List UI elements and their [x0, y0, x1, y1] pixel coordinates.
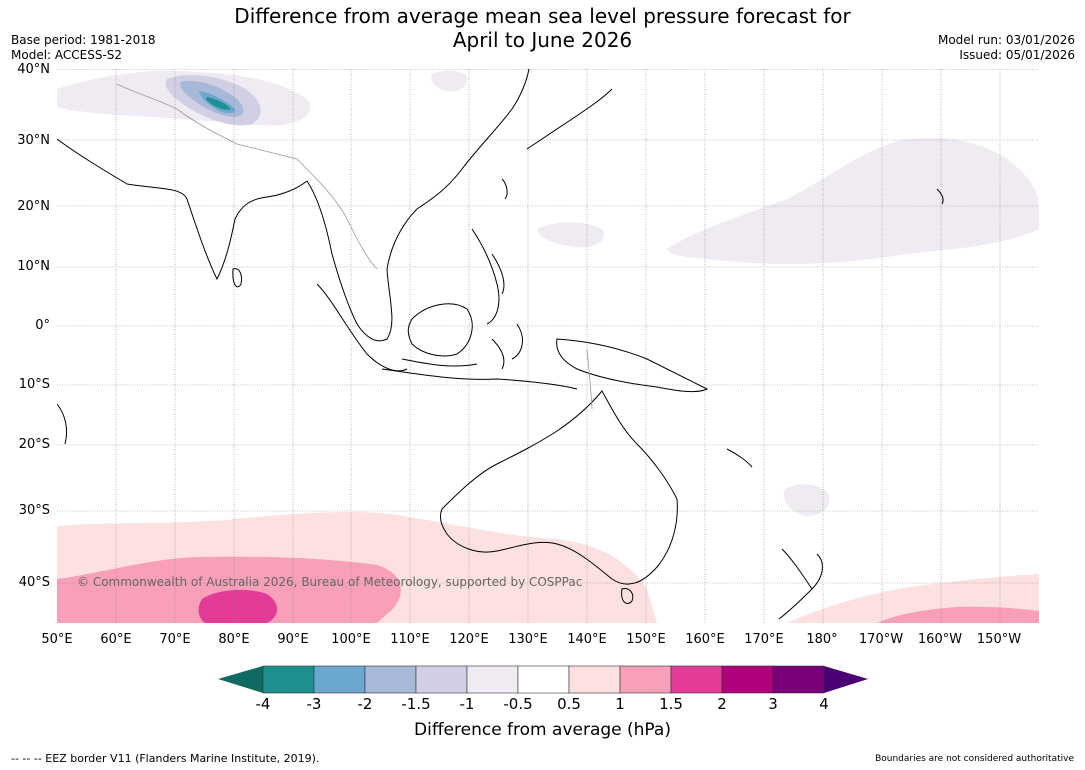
copyright-notice: © Commonwealth of Australia 2026, Bureau…: [77, 575, 583, 589]
coast-india: [57, 138, 308, 281]
colorbar-title: Difference from average (hPa): [414, 720, 671, 740]
pressure-anomaly-map: [57, 69, 1039, 623]
lat-label-40s: 40°S: [18, 575, 50, 590]
lon-label-80e: 80°E: [218, 632, 250, 647]
lat-label-40n: 40°N: [17, 62, 50, 77]
coast-malaysia-sumatra: [316, 283, 408, 372]
anomaly-fields: [57, 70, 1039, 623]
lon-label-90e: 90°E: [277, 632, 309, 647]
lon-label-150e: 150°E: [626, 632, 666, 647]
eez-note: -- -- -- EEZ border V11 (Flanders Marine…: [11, 752, 320, 765]
cb-tick-4: -1: [459, 695, 475, 713]
cb-tick-8: 1.5: [659, 695, 683, 713]
anomaly-west-pacific-lavender: [537, 222, 605, 248]
anomaly-tibet-dark-teal: [206, 97, 231, 110]
lat-label-30s: 30°S: [18, 503, 50, 518]
lon-label-150w: 150°W: [976, 632, 1022, 647]
lon-label-180: 180°: [806, 632, 838, 647]
coastlines: [57, 69, 944, 620]
lon-label-170e: 170°E: [744, 632, 784, 647]
issued-date: Issued: 05/01/2026: [959, 48, 1075, 62]
lat-label-0: 0°: [35, 318, 50, 333]
model-name: Model: ACCESS-S2: [11, 48, 123, 62]
colorbar-bin: [721, 665, 774, 694]
coast-borneo: [407, 303, 473, 357]
coast-australia: [439, 390, 678, 585]
lon-label-130e: 130°E: [508, 632, 548, 647]
lon-label-160w: 160°W: [917, 632, 963, 647]
coast-philippines: [471, 228, 505, 325]
lon-label-170w: 170°W: [858, 632, 904, 647]
map-svg: [57, 69, 1039, 623]
colorbar-bin: [772, 665, 825, 694]
base-period: Base period: 1981-2018: [11, 33, 156, 47]
colorbar-bin: [670, 665, 723, 694]
coast-sri-lanka: [232, 268, 242, 288]
chart-title: Difference from average mean sea level p…: [0, 4, 1085, 52]
colorbar-bin: [262, 665, 315, 694]
anomaly-southeast-pink: [877, 606, 1039, 623]
colorbar-bin: [568, 665, 621, 694]
boundary-disclaimer: Boundaries are not considered authoritat…: [875, 754, 1074, 764]
cb-tick-7: 1: [615, 695, 625, 713]
country-borders: [116, 83, 593, 410]
cb-tick-9: 2: [717, 695, 727, 713]
anomaly-south-magenta: [198, 589, 278, 623]
graticule: [57, 69, 1039, 623]
lat-label-30n: 30°N: [17, 133, 50, 148]
title-line-2: April to June 2026: [452, 28, 633, 52]
lon-label-120e: 120°E: [449, 632, 489, 647]
coast-hawaii: [936, 188, 944, 205]
colorbar-bin: [619, 665, 672, 694]
coast-indonesia: [381, 323, 578, 390]
coast-madagascar: [57, 403, 68, 445]
model-run: Model run: 03/01/2026: [937, 33, 1075, 47]
cb-tick-1: -3: [306, 695, 322, 713]
coast-new-guinea: [556, 338, 709, 393]
lat-label-20s: 20°S: [18, 437, 50, 452]
meta-right: Model run: 03/01/2026 Issued: 05/01/2026: [938, 33, 1075, 63]
cb-tick-5: -0.5: [503, 695, 533, 713]
colorbar-bin: [466, 665, 519, 694]
lon-label-60e: 60°E: [100, 632, 132, 647]
colorbar-bin: [313, 665, 366, 694]
cb-tick-0: -4: [255, 695, 271, 713]
colorbar-extend-high: [824, 666, 868, 693]
lon-label-100e: 100°E: [331, 632, 371, 647]
lon-label-140e: 140°E: [567, 632, 607, 647]
lon-label-110e: 110°E: [390, 632, 430, 647]
anomaly-south-pink: [57, 556, 401, 623]
cb-tick-10: 3: [768, 695, 778, 713]
cb-tick-2: -2: [357, 695, 373, 713]
coast-taiwan-japan: [501, 88, 613, 200]
lat-label-20n: 20°N: [17, 199, 50, 214]
lat-label-10s: 10°S: [18, 377, 50, 392]
lon-label-50e: 50°E: [41, 632, 73, 647]
lon-label-160e: 160°E: [685, 632, 725, 647]
coast-new-zealand: [778, 548, 823, 620]
coast-new-caledonia: [726, 448, 753, 468]
colorbar-bins: [262, 665, 825, 694]
colorbar-bin: [364, 665, 417, 694]
coast-tasmania: [621, 588, 634, 604]
colorbar: [218, 665, 868, 694]
title-line-1: Difference from average mean sea level p…: [234, 4, 851, 28]
colorbar-bin: [415, 665, 468, 694]
cb-tick-3: -1.5: [401, 695, 431, 713]
lat-label-10n: 10°N: [17, 259, 50, 274]
anomaly-north-lavender-small: [431, 70, 468, 92]
cb-tick-6: 0.5: [557, 695, 581, 713]
anomaly-south-pacific-lavender: [783, 484, 830, 516]
colorbar-extend-low: [218, 666, 263, 693]
lon-label-70e: 70°E: [159, 632, 191, 647]
colorbar-bin: [517, 665, 570, 694]
cb-tick-11: 4: [819, 695, 829, 713]
meta-left: Base period: 1981-2018 Model: ACCESS-S2: [11, 33, 156, 63]
anomaly-north-pacific-lavender: [667, 138, 1039, 264]
coast-southeast-asia: [306, 69, 530, 342]
